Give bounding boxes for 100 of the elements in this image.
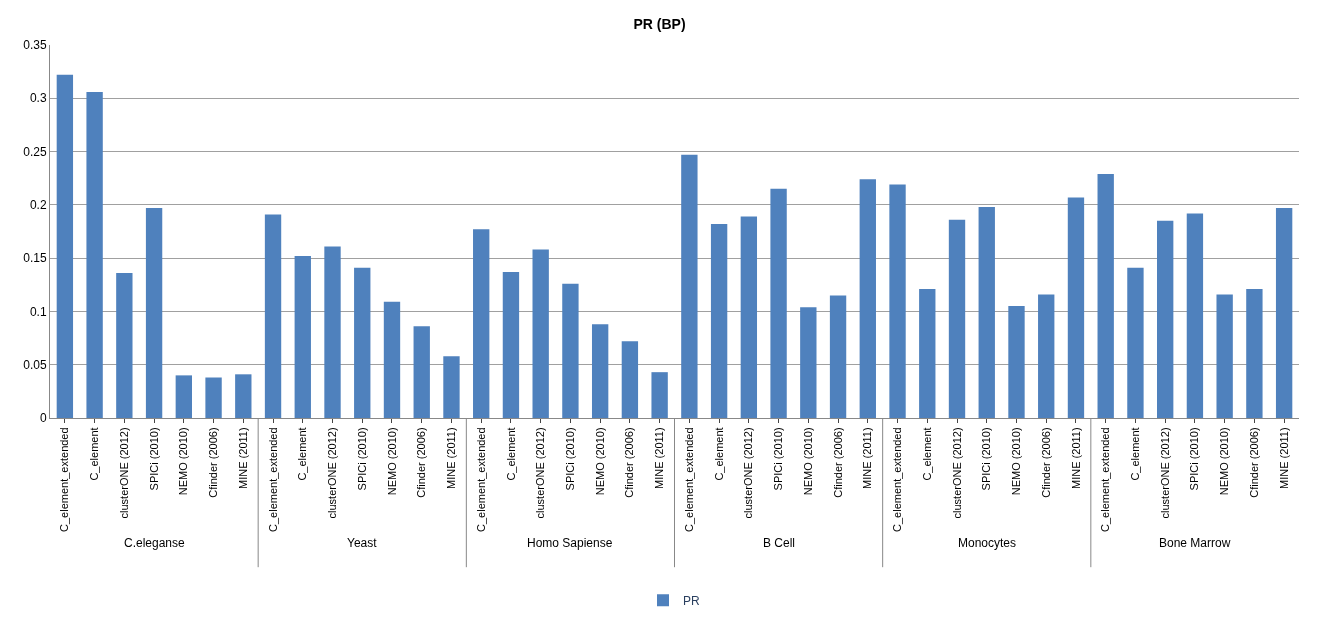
- bar: [978, 206, 995, 418]
- x-tick-label: clusterONE (2012): [534, 427, 547, 519]
- x-tick-label: NEMO (2010): [1010, 427, 1023, 496]
- y-tick-label: 0.2: [29, 198, 47, 213]
- bar: [1097, 173, 1114, 418]
- bar: [413, 326, 430, 418]
- x-tick-label: NEMO (2010): [1218, 427, 1231, 496]
- x-tick-label: Cfinder (2006): [207, 427, 220, 498]
- x-tick-label: NEMO (2010): [385, 427, 398, 496]
- bar: [235, 374, 252, 418]
- bar: [919, 289, 936, 418]
- bar: [502, 272, 520, 418]
- text: Monocytes: [958, 536, 1017, 550]
- x-tick-label: MINE (2011): [236, 427, 249, 489]
- x-tick-label: C_element: [504, 427, 517, 481]
- x-tick-label: SPICi (2010): [1188, 427, 1201, 491]
- x-tick-label: Cfinder (2006): [415, 427, 428, 498]
- bar: [473, 229, 490, 418]
- x-tick-label: SPICi (2010): [147, 427, 160, 491]
- text: Bone Marrow: [1159, 536, 1231, 550]
- bar: [889, 184, 906, 418]
- bar: [1127, 267, 1144, 418]
- bar: [800, 307, 817, 418]
- bar: [591, 324, 609, 418]
- text: Yeast: [347, 536, 378, 550]
- x-tick-label: clusterONE (2012): [117, 427, 130, 519]
- bar: [948, 219, 966, 418]
- x-tick-label: Cfinder (2006): [831, 427, 844, 498]
- x-tick-label: MINE (2011): [861, 427, 874, 489]
- bar: [324, 246, 341, 418]
- y-tick-label: 0.1: [29, 304, 47, 319]
- x-tick-label: C_element_extended: [58, 427, 71, 532]
- x-tick-label: MINE (2011): [1277, 427, 1290, 489]
- x-tick-label: SPICi (2010): [980, 427, 993, 491]
- x-tick-label: Cfinder (2006): [1039, 427, 1052, 498]
- x-tick-label: C_element_extended: [891, 427, 904, 532]
- bar: [1246, 289, 1263, 418]
- x-tick-label: clusterONE (2012): [1158, 427, 1171, 519]
- x-tick-label: C_element: [88, 427, 101, 481]
- bar: [116, 273, 133, 418]
- y-tick-label: 0.35: [23, 38, 47, 53]
- bar: [1038, 294, 1055, 418]
- x-tick-label: C_element: [296, 427, 309, 481]
- bar: [383, 301, 401, 418]
- x-tick-label: clusterONE (2012): [950, 427, 963, 519]
- bar: [740, 216, 758, 418]
- bar: [56, 74, 74, 418]
- bar: [532, 249, 549, 418]
- bar: [443, 356, 460, 418]
- x-tick-label: NEMO (2010): [177, 427, 190, 496]
- x-tick-label: NEMO (2010): [593, 427, 606, 496]
- x-tick-label: C_element: [1129, 427, 1142, 481]
- x-tick-label: C_element: [920, 427, 933, 481]
- x-tick-label: Cfinder (2006): [623, 427, 636, 498]
- bar: [829, 295, 847, 418]
- bar: [710, 224, 728, 418]
- bar: [264, 214, 282, 418]
- bar: [205, 377, 222, 418]
- x-tick-label: clusterONE (2012): [742, 427, 755, 519]
- y-tick-label: 0.05: [23, 357, 47, 372]
- y-tick-label: 0.15: [23, 251, 47, 266]
- x-tick-label: NEMO (2010): [801, 427, 814, 496]
- x-tick-label: MINE (2011): [1069, 427, 1082, 489]
- bar: [1186, 213, 1204, 418]
- bar: [1157, 220, 1174, 418]
- bar: [770, 188, 787, 418]
- bar: [651, 372, 668, 418]
- x-tick-label: Cfinder (2006): [1247, 427, 1260, 498]
- legend-label: PR: [683, 594, 700, 609]
- x-tick-label: MINE (2011): [445, 427, 458, 489]
- y-tick-label: 0.3: [29, 91, 47, 106]
- text: Homo Sapiense: [527, 536, 613, 550]
- x-tick-label: C_element_extended: [1099, 427, 1112, 532]
- bar: [562, 283, 579, 418]
- chart-title: PR (BP): [633, 15, 686, 32]
- bar: [859, 179, 876, 418]
- bar: [1067, 197, 1085, 418]
- bar: [354, 267, 371, 418]
- bar: [621, 341, 639, 418]
- x-tick-label: SPICi (2010): [772, 427, 785, 491]
- x-tick-label: C_element_extended: [682, 427, 695, 532]
- bar: [1008, 306, 1025, 418]
- text: B Cell: [763, 536, 796, 550]
- x-tick-label: SPICi (2010): [355, 427, 368, 491]
- x-tick-label: SPICi (2010): [563, 427, 576, 491]
- x-tick-label: clusterONE (2012): [326, 427, 339, 519]
- x-tick-label: MINE (2011): [653, 427, 666, 489]
- x-tick-label: C_element_extended: [266, 427, 279, 532]
- bar: [1216, 294, 1233, 418]
- text: C.eleganse: [124, 536, 186, 550]
- bar: [145, 208, 163, 418]
- bar: [294, 256, 311, 418]
- y-tick-label: 0.25: [23, 144, 47, 159]
- bar: [86, 91, 103, 418]
- x-tick-label: C_element_extended: [474, 427, 487, 532]
- y-tick-label: 0: [39, 411, 47, 426]
- bar: [175, 375, 192, 418]
- bar: [681, 154, 698, 418]
- bar: [1275, 208, 1293, 418]
- x-tick-label: C_element: [712, 427, 725, 481]
